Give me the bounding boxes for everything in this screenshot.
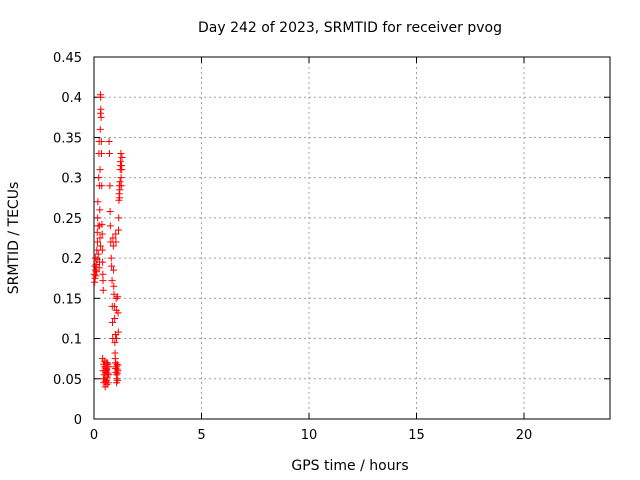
data-point-plus: [96, 166, 104, 174]
data-points: [90, 91, 126, 391]
data-point-plus: [106, 182, 114, 190]
data-point-plus: [110, 302, 118, 310]
data-point-plus: [96, 234, 104, 242]
data-point-plus: [107, 254, 115, 262]
x-tick-label: 0: [90, 428, 98, 443]
data-point-plus: [98, 246, 106, 254]
x-tick-label: 15: [408, 428, 425, 443]
data-point-plus: [117, 150, 125, 158]
data-point-plus: [98, 230, 106, 238]
y-tick-label: 0.3: [61, 172, 82, 187]
data-point-plus: [97, 137, 105, 145]
data-point-plus: [102, 367, 110, 375]
data-point-plus: [96, 242, 104, 250]
y-axis-label: SRMTID / TECUs: [6, 182, 22, 295]
data-point-plus: [112, 294, 120, 302]
data-point-plus: [99, 277, 107, 285]
data-point-plus: [94, 214, 102, 222]
data-point-plus: [93, 228, 101, 236]
y-tick-label: 0: [74, 413, 82, 428]
data-point-plus: [114, 361, 122, 369]
data-point-plus: [117, 182, 125, 190]
data-point-plus: [118, 166, 126, 174]
tick-labels: 0 5 10 15 20 0 0.05 0.1 0.15 0.2 0.25 0.3 0.35 0.4 0.4…: [53, 51, 532, 443]
data-point-plus: [116, 178, 124, 186]
data-point-plus: [115, 214, 123, 222]
data-point-plus: [112, 238, 120, 246]
data-point-plus: [95, 174, 103, 182]
y-tick-label: 0.05: [53, 373, 82, 388]
data-point-plus: [103, 359, 111, 367]
data-point-plus: [100, 357, 108, 365]
data-point-plus: [98, 150, 106, 158]
data-point-plus: [97, 93, 105, 101]
data-point-plus: [117, 174, 125, 182]
data-point-plus: [112, 230, 120, 238]
data-point-plus: [109, 234, 117, 242]
data-point-plus: [113, 379, 121, 387]
data-point-plus: [97, 113, 105, 121]
plot-area-frame: [93, 56, 611, 420]
data-point-plus: [113, 335, 121, 343]
y-tick-label: 0.45: [53, 51, 82, 66]
y-tick-label: 0.1: [61, 333, 82, 348]
data-point-plus: [103, 380, 111, 388]
data-point-plus: [96, 206, 104, 214]
data-point-plus: [114, 328, 122, 336]
y-tick-label: 0.2: [61, 252, 82, 267]
data-point-plus: [101, 377, 109, 385]
data-point-plus: [96, 125, 104, 133]
data-point-plus: [98, 182, 106, 190]
data-point-plus: [114, 309, 122, 317]
data-point-plus: [105, 137, 113, 145]
data-point-plus: [93, 238, 101, 246]
y-tick-label: 0.25: [53, 212, 82, 227]
data-point-plus: [114, 293, 122, 301]
data-point-plus: [105, 363, 113, 371]
data-point-plus: [97, 105, 105, 113]
data-point-plus: [106, 222, 114, 230]
data-point-plus: [118, 154, 126, 162]
data-point-plus: [110, 266, 118, 274]
data-point-plus: [110, 282, 118, 290]
data-point-plus: [99, 270, 107, 278]
x-tick-label: 10: [301, 428, 318, 443]
data-point-plus: [105, 371, 113, 379]
x-tick-label: 20: [516, 428, 533, 443]
data-point-plus: [115, 226, 123, 234]
data-point-plus: [110, 290, 118, 298]
data-point-plus: [106, 207, 114, 215]
y-tick-label: 0.35: [53, 131, 82, 146]
data-point-plus: [98, 220, 106, 228]
data-point-plus: [108, 262, 116, 270]
data-point-plus: [116, 186, 124, 194]
x-axis-label: GPS time / hours: [291, 458, 408, 474]
data-point-plus: [116, 194, 124, 202]
data-point-plus: [94, 250, 102, 258]
data-point-plus: [105, 150, 113, 158]
data-point-plus: [111, 339, 119, 347]
grid-lines: [94, 57, 610, 419]
data-point-plus: [109, 242, 117, 250]
data-point-plus: [99, 286, 107, 294]
data-point-plus: [94, 198, 102, 206]
y-tick-label: 0.15: [53, 292, 82, 307]
data-point-plus: [100, 360, 108, 368]
data-point-plus: [108, 318, 116, 326]
x-tick-label: 5: [197, 428, 205, 443]
data-point-plus: [108, 277, 116, 285]
axis-ticks: [93, 56, 610, 420]
chart-title: Day 242 of 2023, SRMTID for receiver pvo…: [198, 20, 502, 36]
y-tick-label: 0.4: [61, 91, 82, 106]
data-point-plus: [91, 254, 99, 262]
data-point-plus: [111, 314, 119, 322]
data-point-plus: [91, 262, 99, 270]
data-point-plus: [95, 264, 103, 272]
data-point-plus: [92, 272, 100, 280]
data-point-plus: [93, 268, 101, 276]
